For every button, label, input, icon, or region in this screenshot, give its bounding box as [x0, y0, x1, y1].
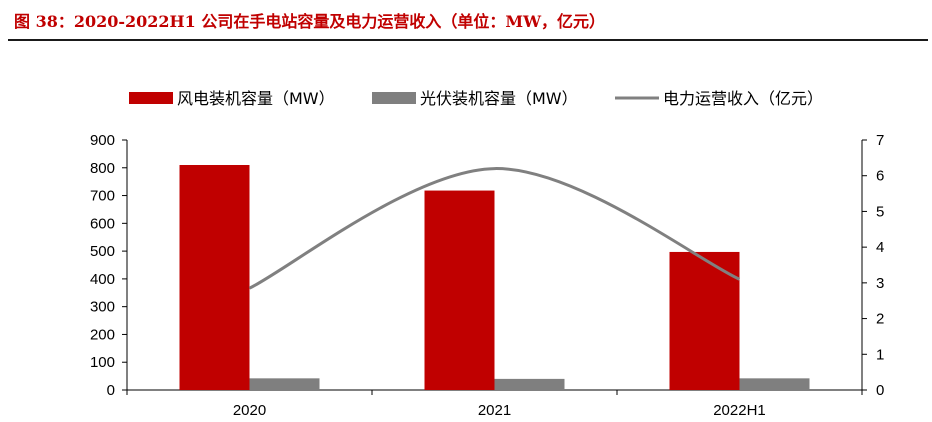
right-tick-label: 0	[876, 382, 884, 399]
x-tick-label: 2021	[478, 402, 511, 419]
wind-capacity-bar	[669, 251, 740, 390]
left-tick-label: 400	[90, 271, 115, 288]
legend-solar-swatch	[372, 92, 416, 104]
legend-wind-label: 风电装机容量（MW）	[177, 89, 335, 108]
left-tick-label: 700	[90, 188, 115, 205]
left-tick-label: 200	[90, 326, 115, 343]
left-tick-label: 800	[90, 160, 115, 177]
wind-capacity-bar	[179, 165, 250, 390]
legend-solar-label: 光伏装机容量（MW）	[420, 89, 578, 108]
left-tick-label: 900	[90, 132, 115, 149]
right-tick-label: 1	[876, 346, 884, 363]
left-tick-label: 600	[90, 215, 115, 232]
legend-wind-swatch	[129, 92, 173, 104]
title-rule	[8, 39, 928, 41]
right-tick-label: 5	[876, 203, 884, 220]
solar-capacity-bar	[494, 378, 565, 390]
x-tick-label: 2022H1	[713, 402, 766, 419]
figure-title: 图 38：2020-2022H1 公司在手电站容量及电力运营收入（单位：MW，亿…	[14, 12, 606, 31]
left-tick-label: 300	[90, 299, 115, 316]
left-tick-label: 500	[90, 243, 115, 260]
right-tick-label: 3	[876, 275, 884, 292]
legend-revenue-label: 电力运营收入（亿元）	[663, 89, 823, 108]
right-tick-label: 6	[876, 168, 884, 185]
left-tick-label: 0	[107, 382, 115, 399]
left-tick-label: 100	[90, 354, 115, 371]
solar-capacity-bar	[739, 378, 810, 390]
right-tick-label: 4	[876, 239, 884, 256]
solar-capacity-bar	[249, 378, 320, 390]
revenue-line	[248, 167, 741, 290]
wind-capacity-bar	[424, 190, 495, 390]
right-tick-label: 2	[876, 311, 884, 328]
right-tick-label: 7	[876, 132, 884, 149]
x-tick-label: 2020	[233, 402, 266, 419]
